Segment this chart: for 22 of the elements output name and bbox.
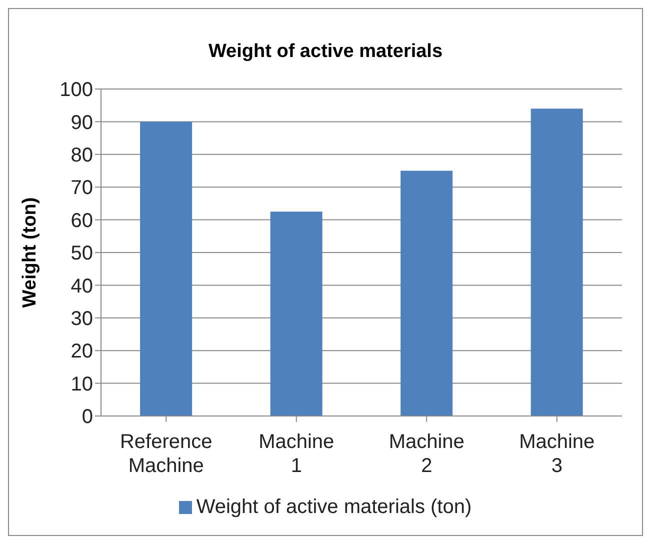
y-tick-label: 70 <box>70 177 93 200</box>
legend-label: Weight of active materials (ton) <box>196 496 472 518</box>
y-tick-label: 40 <box>70 275 93 298</box>
x-tick-label: Machine 3 <box>519 431 595 477</box>
y-tick-label: 50 <box>70 242 93 265</box>
y-tick-label: 90 <box>70 112 93 134</box>
y-tick-label: 10 <box>70 373 93 396</box>
x-tick-label: Machine 1 <box>258 431 334 477</box>
bar <box>530 108 583 416</box>
y-tick-label: 100 <box>60 79 93 102</box>
y-tick-label: 80 <box>70 144 93 166</box>
chart-title: Weight of active materials <box>207 41 444 63</box>
x-tick-label: Machine 2 <box>388 431 464 477</box>
y-tick-label: 60 <box>70 210 93 232</box>
y-tick-label: 30 <box>70 308 93 330</box>
y-tick-label: 20 <box>70 340 93 363</box>
x-tick-label: Reference Machine <box>120 431 212 477</box>
y-tick-label: 0 <box>82 406 93 428</box>
bar <box>400 170 453 416</box>
bar <box>140 122 192 416</box>
bar <box>270 212 322 416</box>
y-axis-title: Weight (ton) <box>20 197 41 308</box>
